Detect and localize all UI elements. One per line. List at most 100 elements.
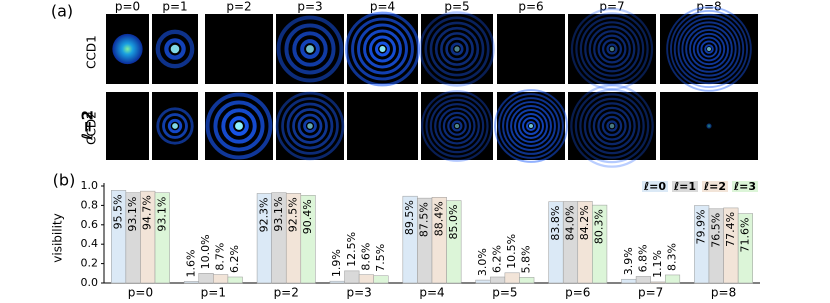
value-label: 5.8% bbox=[520, 245, 533, 273]
column-label: p=4 bbox=[370, 0, 395, 14]
ring bbox=[510, 105, 552, 147]
x-tick-label: p=8 bbox=[711, 286, 736, 300]
ring bbox=[506, 101, 556, 151]
value-label: 8.7% bbox=[214, 243, 227, 271]
ring bbox=[597, 111, 627, 141]
ring bbox=[673, 13, 745, 85]
ring bbox=[666, 6, 752, 92]
ring bbox=[281, 97, 339, 155]
value-label: 1.1% bbox=[651, 250, 664, 278]
ring bbox=[167, 118, 183, 134]
x-tick-label: p=2 bbox=[274, 286, 299, 300]
value-label: 90.4% bbox=[301, 199, 314, 234]
ring bbox=[447, 116, 467, 136]
ring bbox=[162, 113, 188, 139]
ring-core bbox=[170, 44, 180, 54]
value-label: 71.6% bbox=[738, 218, 751, 253]
ccd-image bbox=[347, 92, 418, 160]
y-tick-label: 0.2 bbox=[81, 257, 99, 270]
ring bbox=[601, 38, 623, 60]
value-label: 6.2% bbox=[228, 245, 241, 273]
value-label: 93.1% bbox=[272, 197, 285, 232]
legend-label: ℓ=1 bbox=[673, 180, 696, 193]
side-label: ℓ=2 bbox=[79, 110, 97, 141]
panel-label: (a) bbox=[51, 2, 73, 21]
ring bbox=[518, 113, 544, 139]
y-tick-label: 0.4 bbox=[81, 237, 99, 250]
ring bbox=[575, 12, 649, 86]
ring bbox=[155, 29, 195, 69]
column-label: p=5 bbox=[444, 0, 469, 14]
bar bbox=[621, 278, 637, 284]
ring bbox=[300, 39, 320, 59]
value-label: 94.7% bbox=[141, 195, 154, 230]
bar bbox=[490, 276, 506, 284]
ring-core bbox=[454, 123, 460, 129]
ring bbox=[514, 109, 548, 143]
ring-core bbox=[609, 123, 615, 129]
ring bbox=[425, 94, 489, 158]
legend-swatch bbox=[642, 181, 668, 192]
bar bbox=[592, 204, 608, 284]
y-tick-label: 0.6 bbox=[81, 218, 99, 231]
x-tick-label: p=5 bbox=[492, 286, 517, 300]
value-label: 92.3% bbox=[257, 197, 270, 232]
value-label: 6.8% bbox=[636, 244, 649, 272]
row-label: CCD1 bbox=[85, 35, 99, 69]
ring-core bbox=[235, 122, 243, 130]
ring bbox=[351, 17, 414, 81]
ring bbox=[601, 115, 623, 137]
ring bbox=[498, 93, 564, 159]
ring bbox=[677, 17, 741, 81]
column-label: p=6 bbox=[518, 0, 543, 14]
column-label: p=2 bbox=[226, 0, 251, 14]
bar bbox=[329, 280, 345, 284]
ring-core bbox=[172, 123, 178, 129]
ccd-image bbox=[497, 14, 565, 84]
ring bbox=[588, 102, 636, 150]
ring bbox=[205, 92, 273, 160]
bar bbox=[635, 276, 651, 284]
ring bbox=[442, 111, 472, 141]
value-label: 10.0% bbox=[199, 234, 212, 269]
x-tick-label: p=3 bbox=[346, 286, 371, 300]
bar bbox=[213, 274, 229, 284]
ring bbox=[429, 21, 485, 77]
legend-label: ℓ=0 bbox=[643, 180, 666, 193]
ring bbox=[429, 98, 485, 154]
ring bbox=[579, 93, 645, 159]
value-label: 1.6% bbox=[184, 249, 197, 277]
ccd-image bbox=[106, 92, 149, 160]
value-label: 6.2% bbox=[491, 245, 504, 273]
value-label: 93.1% bbox=[155, 197, 168, 232]
ring bbox=[438, 107, 476, 145]
ring bbox=[276, 15, 344, 83]
ring bbox=[696, 36, 722, 62]
ring bbox=[522, 117, 540, 135]
ring-core bbox=[707, 47, 711, 51]
ring bbox=[292, 31, 328, 67]
ring bbox=[357, 23, 408, 75]
legend-label: ℓ=2 bbox=[703, 180, 726, 193]
y-axis-label: visibility bbox=[51, 213, 65, 262]
ring-core bbox=[529, 124, 533, 128]
bar bbox=[227, 276, 243, 284]
x-tick-label: p=4 bbox=[419, 286, 444, 300]
ring bbox=[681, 21, 737, 77]
value-label: 92.5% bbox=[287, 197, 300, 232]
ring bbox=[292, 108, 328, 144]
bar bbox=[664, 274, 681, 284]
ring bbox=[606, 120, 618, 132]
ccd-image bbox=[205, 14, 273, 84]
ring bbox=[494, 89, 568, 163]
ring bbox=[434, 26, 480, 72]
column-label: p=0 bbox=[115, 0, 140, 14]
ring bbox=[592, 106, 632, 146]
ring bbox=[597, 34, 627, 64]
ring bbox=[112, 33, 143, 65]
ring bbox=[164, 38, 186, 60]
ring bbox=[606, 43, 618, 55]
ring-core bbox=[379, 46, 386, 52]
row-label: CCD2 bbox=[85, 111, 99, 145]
value-label: 3.0% bbox=[476, 248, 489, 276]
